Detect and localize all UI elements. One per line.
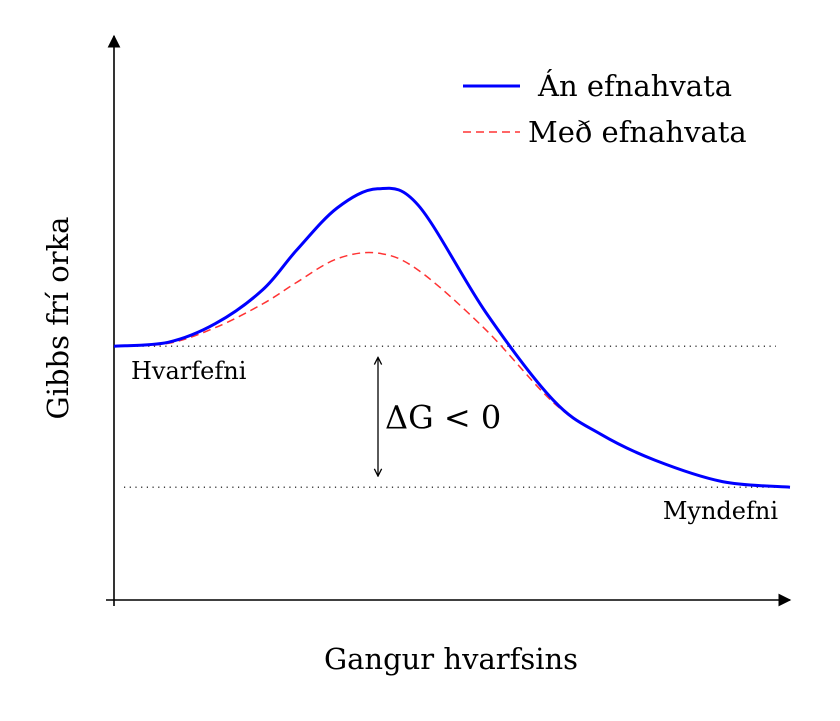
legend: Án efnahvata Með efnahvata <box>463 68 747 149</box>
products-label: Myndefni <box>663 497 778 525</box>
y-axis-title: Gibbs frí orka <box>41 217 75 420</box>
legend-label-uncatalyzed: Án efnahvata <box>537 68 732 103</box>
series-uncatalyzed-line <box>113 186 791 489</box>
delta-g-label: ΔG < 0 <box>385 399 501 437</box>
reactants-label: Hvarfefni <box>131 357 247 385</box>
x-axis-title: Gangur hvarfsins <box>324 642 578 676</box>
legend-label-catalyzed: Með efnahvata <box>528 115 747 149</box>
